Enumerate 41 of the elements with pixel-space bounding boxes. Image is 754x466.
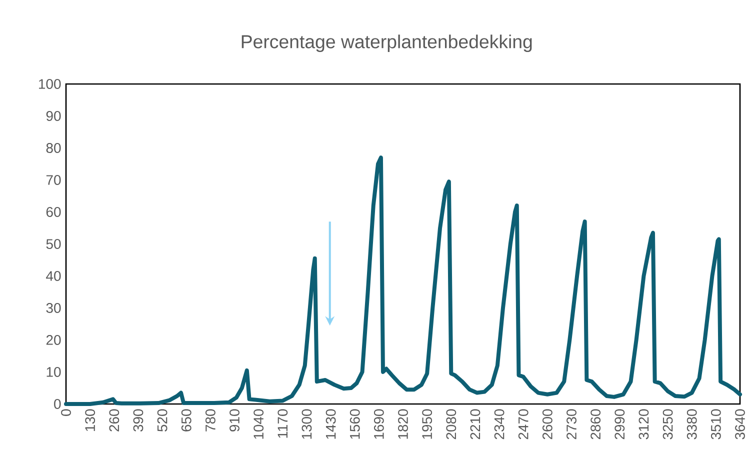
x-tick-label: 1820 <box>398 409 408 439</box>
x-tick-label: 0 <box>61 409 71 416</box>
y-tick-label: 30 <box>46 303 61 313</box>
x-tick-label: 2860 <box>590 409 601 440</box>
x-tick-label: 780 <box>205 409 216 432</box>
x-tick-label: 650 <box>181 409 192 432</box>
y-tick-label: 20 <box>46 335 61 345</box>
x-tick-label: 3120 <box>638 409 649 440</box>
x-tick-label: 2080 <box>446 409 456 440</box>
x-tick-label: 1690 <box>374 409 384 439</box>
x-tick-label: 390 <box>133 409 144 432</box>
y-tick-label: 100 <box>39 79 61 89</box>
y-tick-label: 90 <box>46 111 61 121</box>
y-tick-label: 60 <box>46 207 61 217</box>
x-tick-label: 260 <box>109 409 120 432</box>
x-tick-label: 2340 <box>494 409 504 440</box>
x-tick-label: 3380 <box>686 409 697 440</box>
y-tick-label: 50 <box>46 239 61 249</box>
x-tick-label: 1950 <box>422 409 432 439</box>
x-tick-label: 1170 <box>278 409 288 438</box>
x-tick-label: 1430 <box>326 409 336 439</box>
x-tick-label: 130 <box>85 409 96 431</box>
y-tick-label: 0 <box>54 399 61 409</box>
x-tick-label: 520 <box>157 409 168 432</box>
x-tick-label: 910 <box>230 409 240 432</box>
x-tick-label: 3640 <box>735 409 745 440</box>
x-tick-label: 1040 <box>254 409 264 439</box>
y-tick-label: 80 <box>46 143 61 153</box>
chart-title: Percentage waterplantenbedekking <box>242 34 532 52</box>
x-tick-label: 2730 <box>566 409 576 440</box>
x-tick-label: 1300 <box>302 409 312 439</box>
y-tick-label: 70 <box>46 175 61 185</box>
x-tick-label: 2990 <box>614 409 625 440</box>
x-tick-label: 3250 <box>662 409 673 440</box>
x-tick-label: 1560 <box>350 409 360 439</box>
y-tick-label: 40 <box>46 271 61 281</box>
x-tick-label: 2470 <box>518 409 528 440</box>
y-tick-label: 10 <box>46 367 61 377</box>
x-tick-label: 2600 <box>542 409 552 440</box>
x-tick-label: 2210 <box>470 409 480 440</box>
x-tick-label: 3510 <box>710 409 721 440</box>
